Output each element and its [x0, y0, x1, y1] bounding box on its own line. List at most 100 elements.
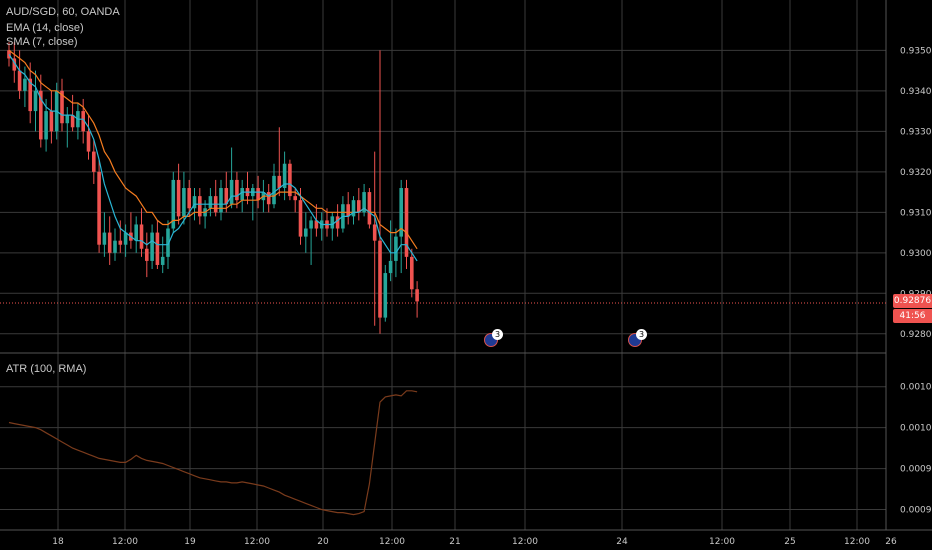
atr-legend[interactable]: ATR (100, RMA): [6, 363, 87, 375]
candle-body: [187, 188, 191, 209]
candle-body: [123, 232, 128, 245]
candle-body: [304, 228, 308, 237]
time-axis-label: 12:00: [709, 537, 735, 547]
time-axis-label: 12:00: [379, 537, 405, 547]
time-axis-label: 25: [784, 537, 795, 547]
candle-body: [219, 188, 223, 213]
symbol-legend[interactable]: AUD/SGD, 60, OANDA: [6, 6, 120, 18]
time-axis-label: 12:00: [512, 537, 538, 547]
sma-legend[interactable]: SMA (7, close): [6, 36, 78, 48]
candle-body: [86, 131, 91, 152]
candle-body: [33, 90, 38, 112]
atr-axis-label: 0.00096: [900, 465, 932, 475]
candle-body: [44, 111, 48, 140]
time-axis-label: 12:00: [244, 537, 270, 547]
time-axis-label: 12:00: [112, 537, 138, 547]
candle-body: [229, 179, 234, 205]
candle-body: [81, 111, 85, 132]
candle-body: [39, 90, 43, 140]
candle-body: [160, 256, 165, 265]
candle-body: [330, 216, 335, 229]
countdown-badge: 41:56: [893, 309, 932, 323]
sma-legend-label: MA (7, close): [13, 36, 78, 48]
candle-body: [208, 196, 213, 209]
candle-body: [367, 192, 372, 225]
last-price-badge: 0.92876: [893, 294, 932, 308]
candle-body: [357, 200, 361, 213]
candle-body: [176, 179, 181, 217]
candle-body: [49, 111, 54, 132]
candle-body: [235, 179, 239, 201]
candle-body: [298, 200, 303, 237]
candle-body: [388, 260, 393, 274]
candle-body: [113, 240, 117, 253]
event-marker-24[interactable]: 3: [628, 329, 647, 347]
sma-line: [8, 54, 418, 262]
candle-body: [166, 228, 170, 257]
candle-body: [118, 240, 123, 245]
candle-body: [198, 196, 202, 217]
candle-body: [383, 273, 388, 318]
candle-body: [150, 232, 154, 261]
time-axis-label: 26: [885, 537, 897, 547]
candle-body: [240, 188, 244, 201]
candle-body: [171, 179, 176, 229]
candle-body: [288, 163, 292, 197]
candle-body: [351, 200, 356, 217]
candle-body: [346, 204, 350, 217]
candle-body: [12, 58, 17, 71]
candle-body: [65, 115, 70, 124]
candle-body: [372, 224, 377, 241]
candle-body: [139, 224, 144, 249]
candle-body: [266, 192, 271, 205]
candle-body: [293, 196, 297, 201]
ema-line: [8, 49, 418, 250]
candle-body: [92, 151, 96, 172]
candle-body: [309, 220, 313, 229]
candle-body: [399, 188, 403, 237]
candle-body: [7, 50, 11, 59]
candle-body: [394, 236, 398, 261]
atr-axis-label: 0.00104: [900, 383, 932, 393]
candle-body: [107, 232, 112, 253]
candle-body: [134, 224, 138, 241]
time-axis-label: 20: [317, 537, 329, 547]
time-axis-label: 24: [616, 537, 628, 547]
candle-body: [404, 188, 409, 257]
candle-body: [192, 196, 197, 209]
candle-body: [277, 175, 282, 189]
candle-body: [362, 192, 366, 213]
candle-body: [410, 256, 414, 290]
candle-body: [335, 216, 340, 229]
time-axis-label: 12:00: [844, 537, 870, 547]
candle-body: [182, 188, 186, 217]
candle-body: [314, 220, 319, 229]
event-count-badge: 3: [492, 329, 503, 340]
candle-body: [415, 289, 419, 302]
time-axis-label: 21: [449, 537, 460, 547]
sma-legend-prefix: S: [6, 36, 14, 48]
candle-body: [155, 232, 160, 265]
ema-legend[interactable]: EMA (14, close): [6, 22, 84, 34]
atr-axis-label: 0.00092: [900, 506, 932, 516]
time-axis-label: 18: [52, 537, 64, 547]
candle-body: [224, 188, 229, 205]
candle-body: [23, 78, 27, 91]
atr-line: [8, 390, 418, 516]
event-count-badge: 3: [636, 329, 647, 340]
candle-body: [256, 188, 260, 201]
event-marker-21[interactable]: 3: [484, 329, 503, 347]
candle-body: [97, 171, 101, 245]
candle-body: [60, 90, 64, 124]
time-axis-label: 19: [184, 537, 196, 547]
candle-body: [272, 175, 276, 205]
